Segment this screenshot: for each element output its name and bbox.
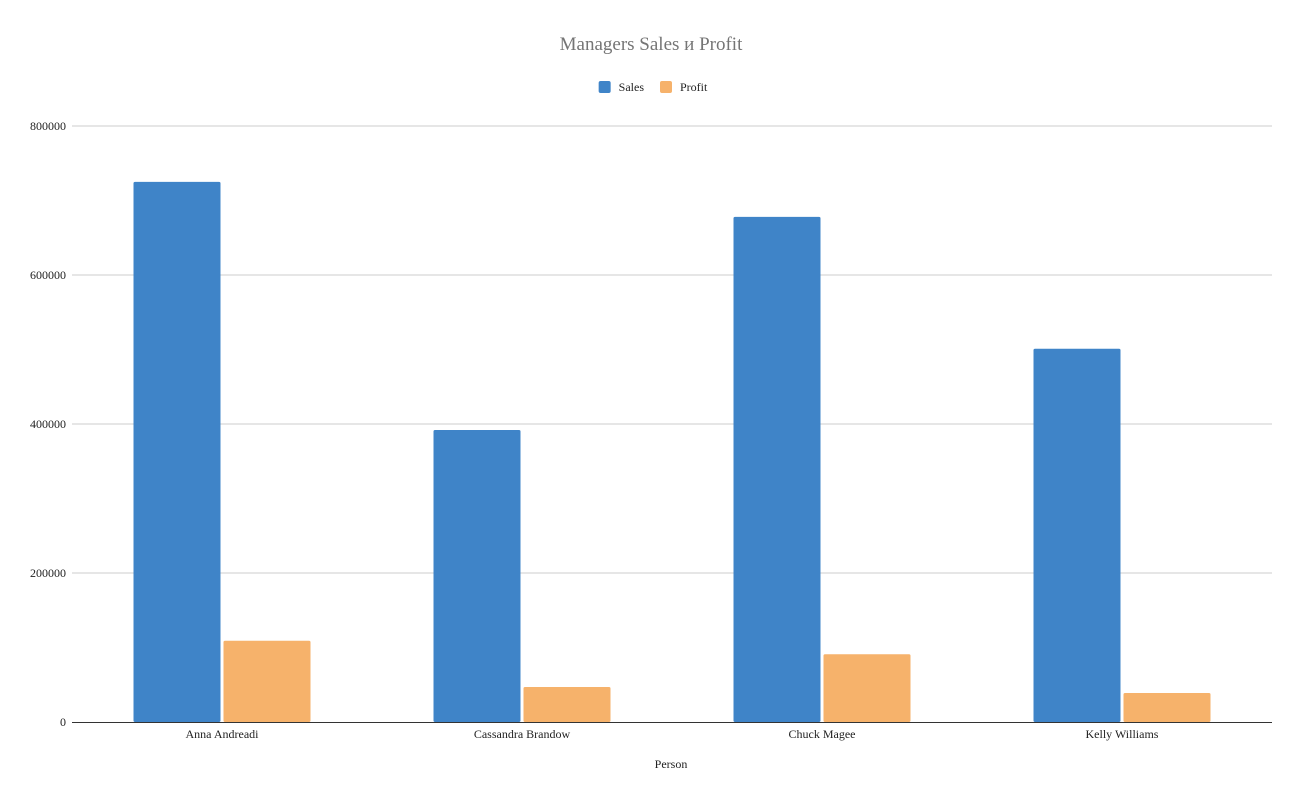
- bar-sales-2[interactable]: [733, 216, 821, 722]
- legend-swatch-profit: [660, 81, 672, 93]
- bar-profit-0[interactable]: [223, 640, 311, 722]
- x-tick-label: Kelly Williams: [1086, 727, 1159, 741]
- y-tick-label: 200000: [30, 566, 66, 580]
- chart-title: Managers Sales и Profit: [560, 34, 743, 55]
- x-axis-label: Person: [655, 757, 688, 771]
- legend-label-sales: Sales: [619, 80, 645, 94]
- x-tick-label: Anna Andreadi: [186, 727, 260, 741]
- y-tick-label: 400000: [30, 417, 66, 431]
- y-tick-label: 800000: [30, 119, 66, 133]
- legend: Sales Profit: [598, 80, 708, 94]
- y-tick-label: 600000: [30, 268, 66, 282]
- bar-sales-0[interactable]: [133, 181, 221, 722]
- bars: [133, 181, 1211, 722]
- y-tick-label: 0: [60, 715, 66, 729]
- legend-swatch-sales: [598, 81, 611, 93]
- bar-profit-3[interactable]: [1123, 692, 1211, 722]
- bar-sales-1[interactable]: [433, 429, 521, 722]
- x-tick-label: Chuck Magee: [789, 727, 856, 741]
- bar-profit-1[interactable]: [523, 686, 611, 722]
- bar-sales-3[interactable]: [1033, 348, 1121, 722]
- bar-profit-2[interactable]: [823, 654, 911, 722]
- x-tick-label: Cassandra Brandow: [474, 727, 571, 741]
- y-axis-ticks: 0 200000 400000 600000 800000: [30, 119, 66, 729]
- x-axis-ticks: Anna Andreadi Cassandra Brandow Chuck Mage…: [186, 727, 1159, 741]
- legend-label-profit: Profit: [680, 80, 708, 94]
